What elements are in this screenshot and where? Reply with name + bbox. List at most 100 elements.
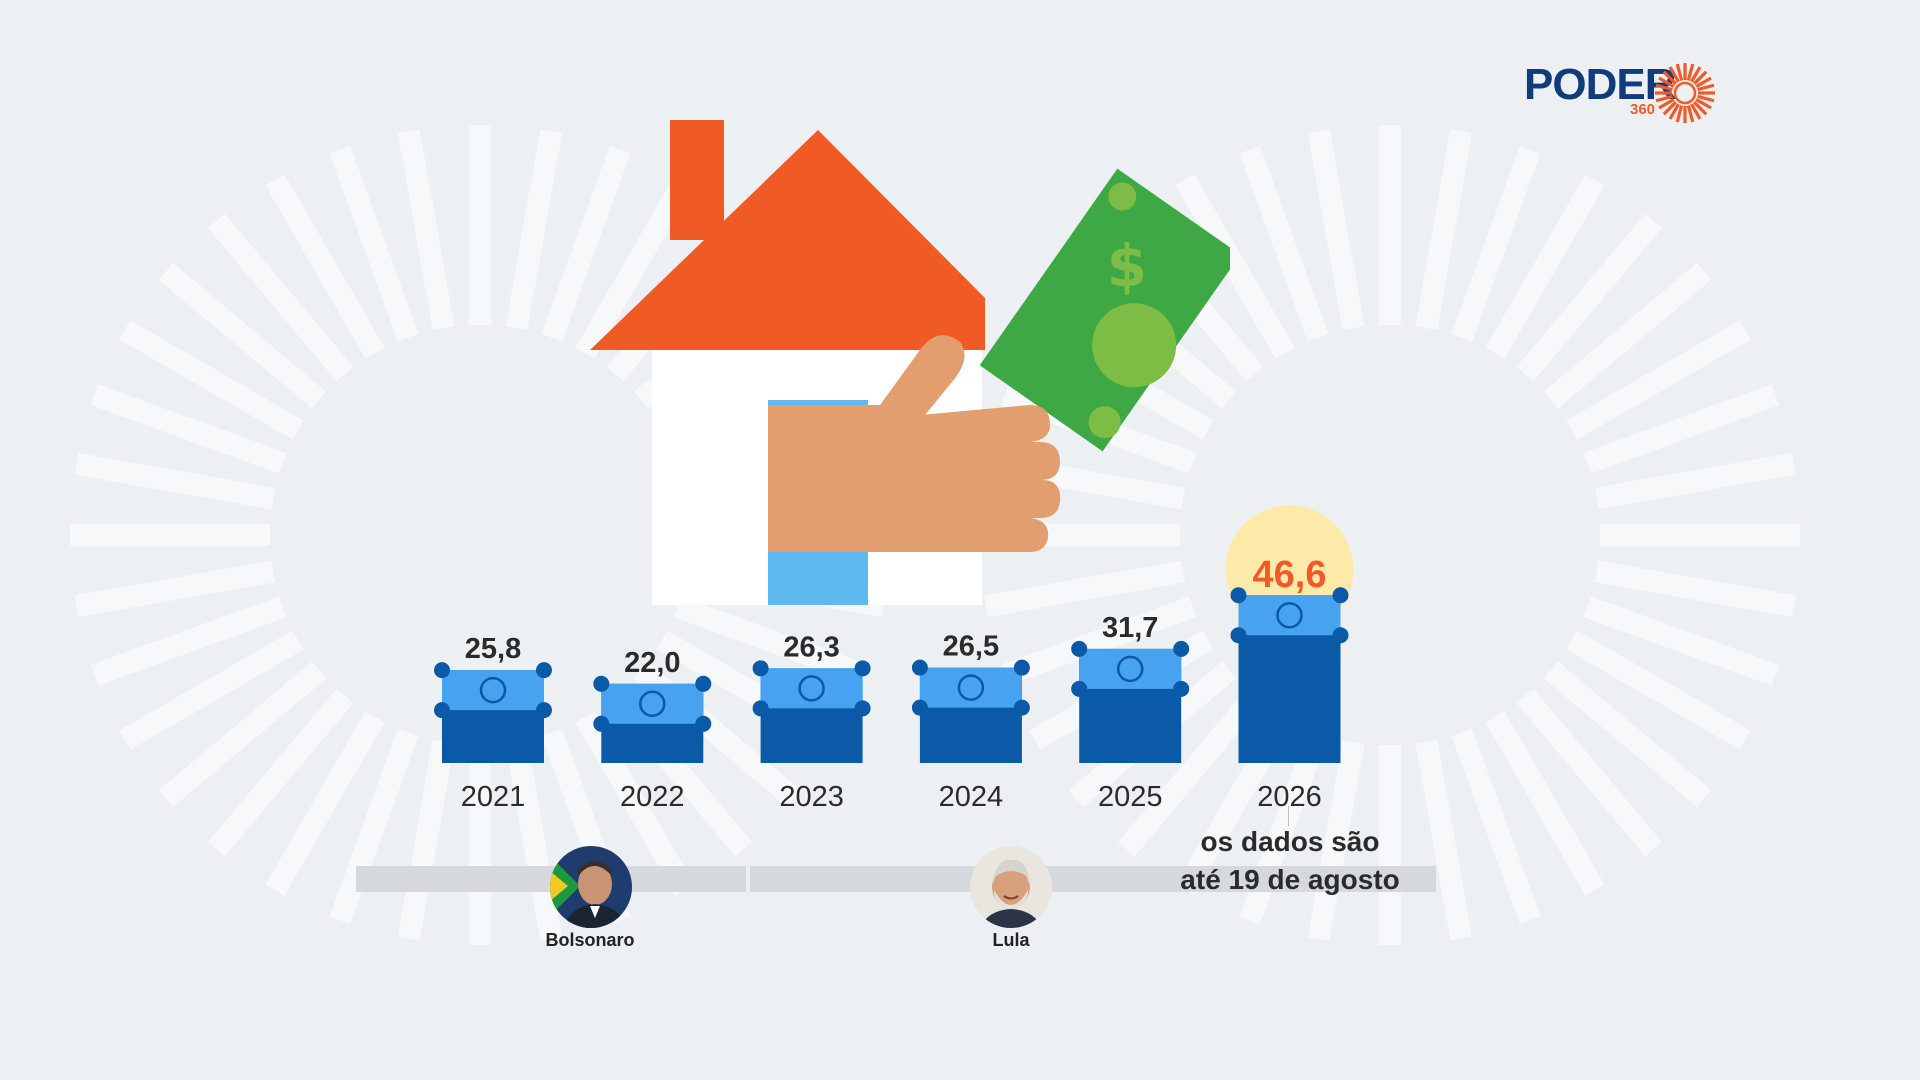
banknote-corner <box>1071 680 1088 697</box>
sun-ray <box>1662 70 1677 85</box>
sunburst-ray <box>329 728 419 925</box>
sunburst-ray <box>1118 688 1264 857</box>
sun-core <box>1673 81 1697 105</box>
sun-ray <box>1686 105 1695 123</box>
banknote-corner <box>593 675 610 692</box>
bar-2022 <box>593 675 712 763</box>
bar-banknote <box>1238 595 1341 636</box>
sunburst-ray <box>505 129 563 331</box>
hand-icon <box>768 335 1061 552</box>
banknote-corner <box>854 700 871 717</box>
banknote-corner <box>911 659 928 676</box>
banknote-corner <box>1230 587 1247 604</box>
sunburst-ray <box>1543 263 1712 409</box>
value-label-2025: 31,7 <box>1102 612 1158 644</box>
banknote-coin <box>479 676 507 704</box>
sunburst-ray <box>208 688 354 857</box>
banknote-corner <box>695 715 712 732</box>
lula-avatar <box>970 846 1052 928</box>
banknote-corner <box>1173 640 1190 657</box>
banknote-corner <box>911 699 928 716</box>
bar-2024 <box>911 659 1030 763</box>
sunburst-ray <box>1594 560 1796 618</box>
sun-ray <box>1668 66 1680 83</box>
data-note: os dados são até 19 de agosto <box>1140 823 1440 899</box>
sunburst-ray <box>1566 630 1751 750</box>
banknote-coin <box>639 690 666 718</box>
sunburst-ray <box>119 320 304 440</box>
note-line-2: até 19 de agosto <box>1180 864 1400 895</box>
sunburst-ray <box>90 384 287 474</box>
banknote-corner <box>695 675 712 692</box>
sun-ray <box>1655 94 1673 103</box>
sunburst-ray <box>397 739 455 941</box>
sunburst-ray <box>1516 213 1662 382</box>
sunburst-ray <box>1451 145 1541 342</box>
category-label-2026: 2026 <box>1257 781 1322 813</box>
sunburst-ray <box>158 661 327 807</box>
sun-icon <box>1655 63 1715 123</box>
sunburst-ray <box>1583 596 1780 686</box>
sun-ray <box>1658 98 1675 110</box>
banknote-corner <box>1013 699 1030 716</box>
sunburst-ray <box>1175 174 1295 359</box>
sunburst-ray <box>1307 739 1365 941</box>
banknote-corner <box>1071 640 1088 657</box>
value-label-2024: 26,5 <box>943 631 999 663</box>
lula-label: Lula <box>992 930 1030 950</box>
note-tick <box>1288 806 1289 826</box>
sunburst-ray <box>397 129 455 331</box>
banknote-coin <box>1276 601 1303 629</box>
sun-ray <box>1658 76 1675 88</box>
value-label-2023: 26,3 <box>783 631 839 663</box>
banknote-corner <box>1230 627 1247 644</box>
sun-ray <box>1693 101 1708 116</box>
note-line-1: os dados são <box>1200 826 1380 857</box>
logo-word: PODER <box>1524 60 1676 109</box>
value-label-2026: 46,6 <box>1253 554 1327 596</box>
banknote-coin <box>798 675 825 702</box>
sunburst-ray <box>119 630 304 750</box>
sunburst-ray <box>575 174 695 359</box>
sunburst-ray <box>74 452 276 510</box>
sun-ray <box>1668 103 1680 120</box>
sunburst-ray <box>1415 739 1473 941</box>
value-label-2021: 25,8 <box>465 633 521 665</box>
sunburst-ray <box>505 739 563 941</box>
banknote-corner <box>1332 587 1349 604</box>
banknote-icon: $ <box>979 168 1230 452</box>
sunburst-ray <box>265 711 385 896</box>
bar-banknote <box>919 667 1022 708</box>
banknote-corner <box>1013 659 1030 676</box>
sunburst-ray <box>1415 129 1473 331</box>
sunburst-ray <box>208 213 354 382</box>
sunburst-ray <box>1307 129 1365 331</box>
sun-ray <box>1693 70 1708 85</box>
banknote-corner <box>434 662 450 679</box>
sun-ray <box>1695 76 1712 88</box>
sunburst-ray <box>74 560 276 618</box>
banknote-corner <box>752 660 769 677</box>
sunburst-ray <box>1594 452 1796 510</box>
svg-text:$: $ <box>1107 232 1147 300</box>
category-label-2022: 2022 <box>620 781 685 813</box>
bar-2026 <box>1230 587 1349 763</box>
house-payment-illustration: $ <box>590 120 1230 605</box>
sun-ray <box>1697 94 1715 103</box>
value-label-2022: 22,0 <box>624 647 680 679</box>
sunburst-ray <box>265 174 385 359</box>
poder360-logo: PODER 360 <box>1524 58 1724 128</box>
sunburst-ray <box>673 596 870 686</box>
banknote-corner <box>1173 680 1190 697</box>
sunburst-ray <box>1239 145 1329 342</box>
banknote-coin <box>1116 655 1144 683</box>
sunburst-ray <box>158 263 327 409</box>
bar-banknote <box>442 670 544 711</box>
sun-ray <box>1675 105 1684 123</box>
bolsonaro-avatar <box>550 846 632 928</box>
bolsonaro-label: Bolsonaro <box>545 930 635 950</box>
sun-ray <box>1655 83 1673 92</box>
banknote-corner <box>752 700 769 717</box>
sun-ray <box>1686 63 1695 81</box>
banknote-corner <box>1332 627 1349 644</box>
